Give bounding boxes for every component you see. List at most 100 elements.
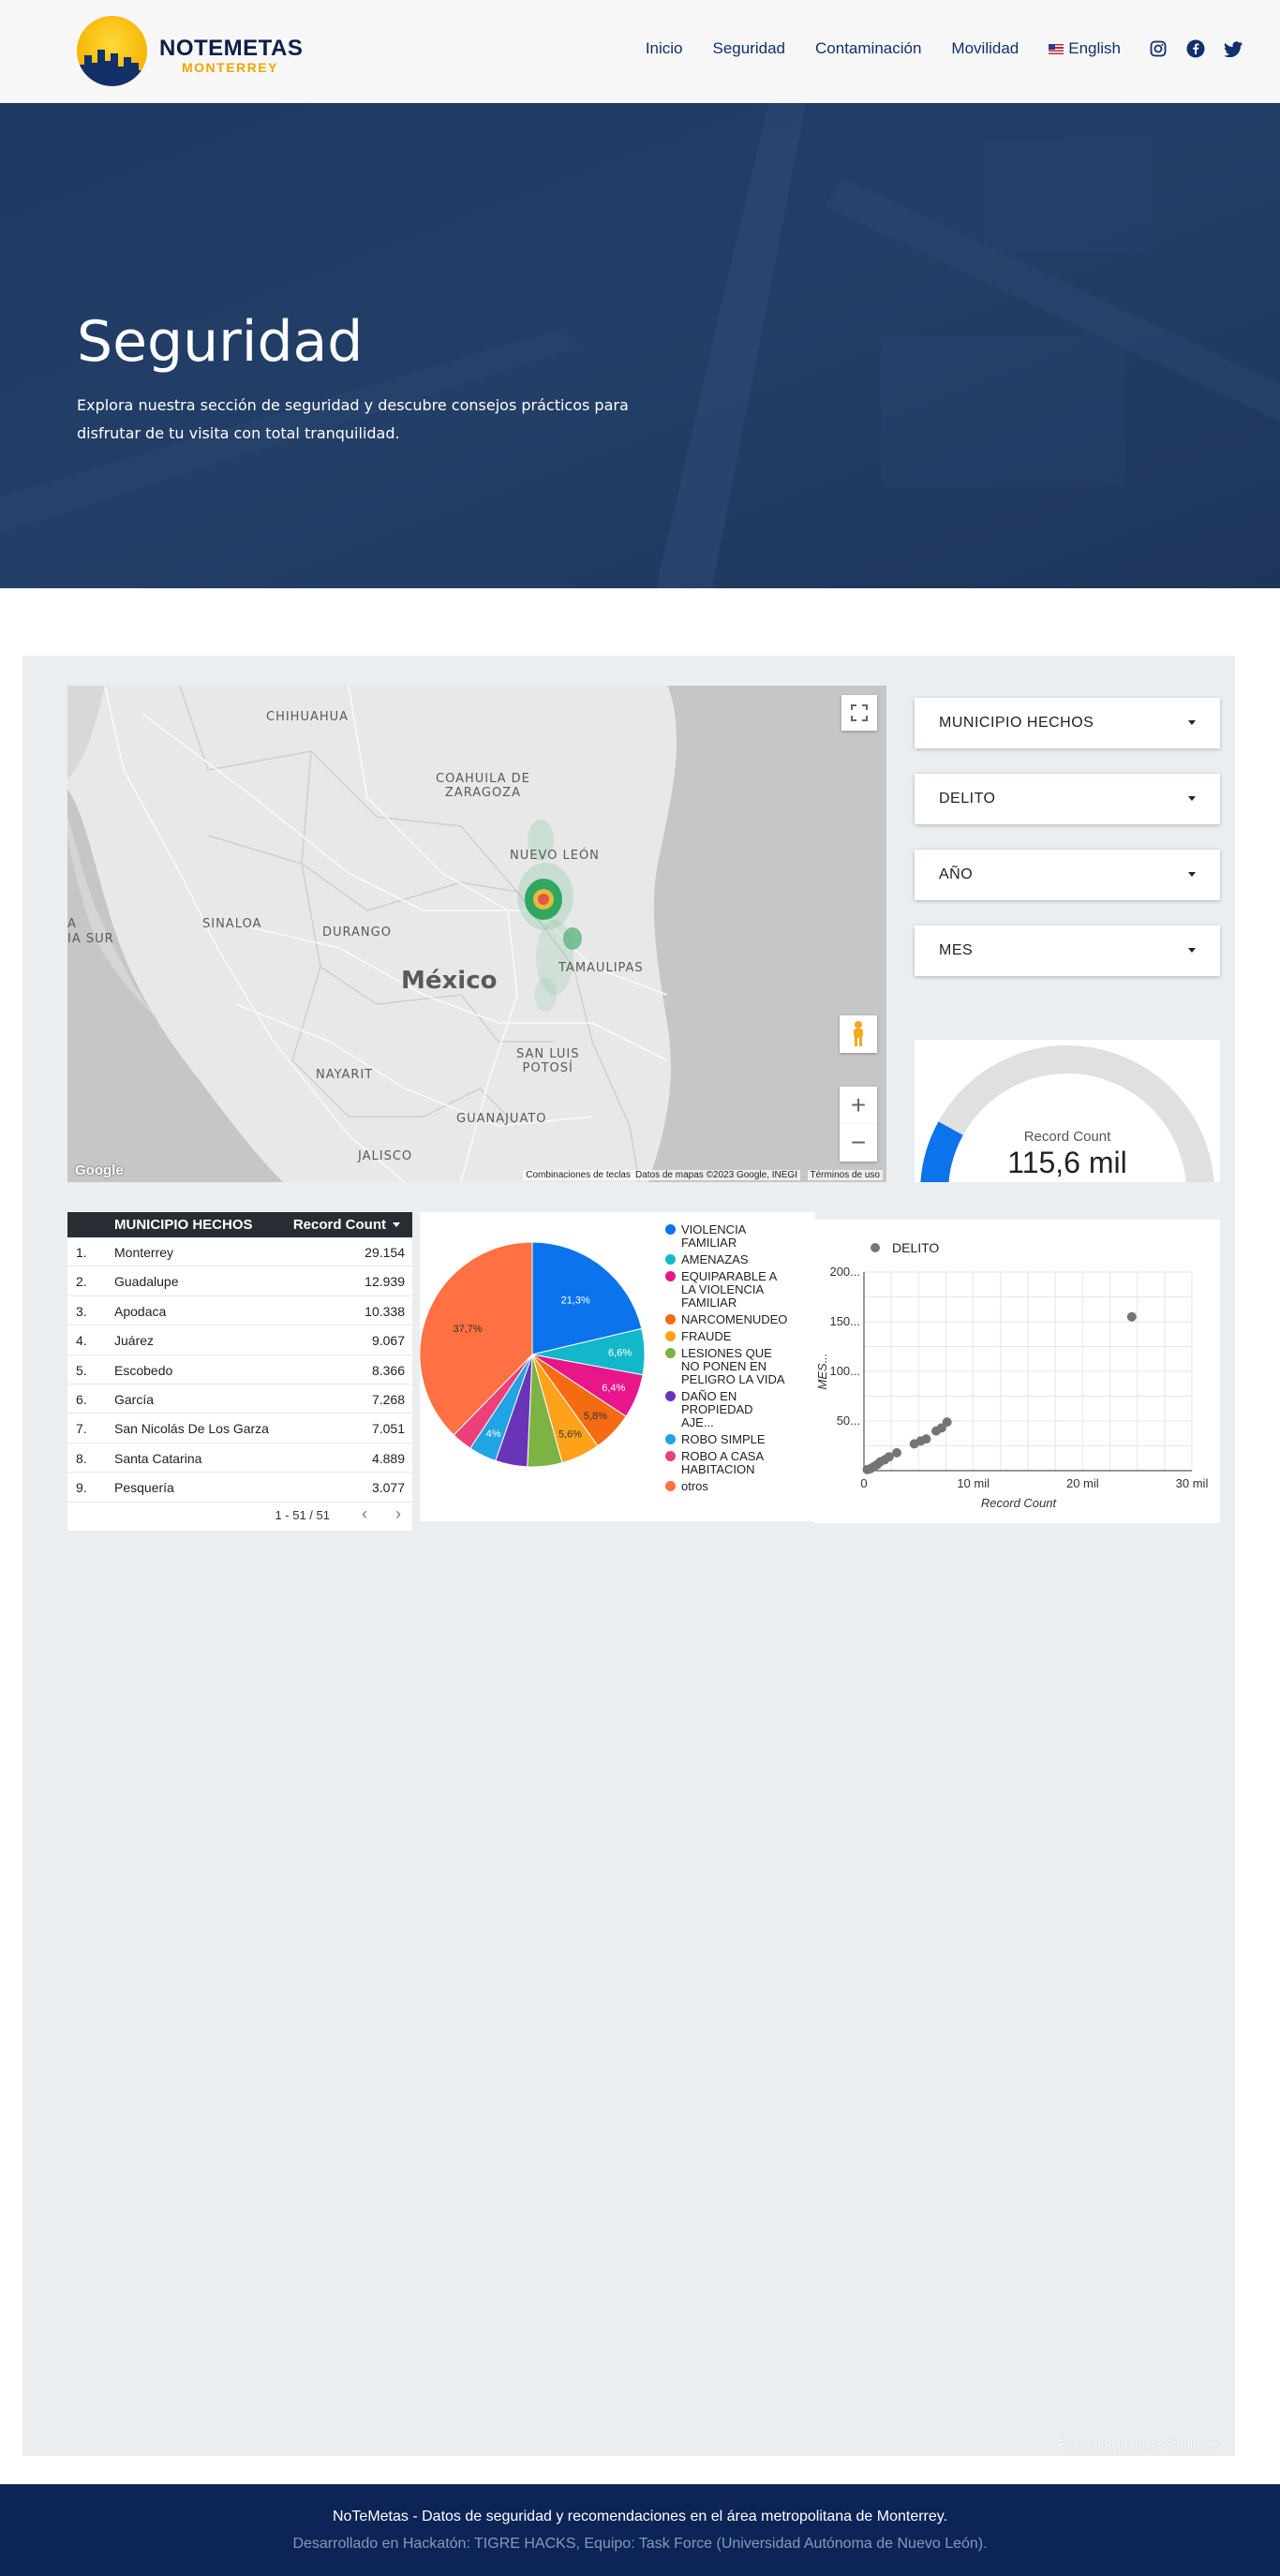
- row-record-count: 4.889: [371, 1450, 405, 1466]
- instagram-icon[interactable]: [1149, 39, 1168, 58]
- pie-slice-label: 6,6%: [608, 1348, 632, 1359]
- x-tick-label: 20 mil: [1066, 1476, 1099, 1490]
- scatter-point[interactable]: [1126, 1311, 1137, 1322]
- row-municipio: Escobedo: [114, 1362, 173, 1378]
- legend-label: VIOLENCIA FAMILIAR: [681, 1222, 746, 1250]
- social-links: [1149, 39, 1243, 58]
- next-page-icon[interactable]: ›: [395, 1504, 401, 1523]
- scatter-point[interactable]: [936, 1423, 946, 1433]
- looker-studio-link[interactable]: Looker Studio: [1124, 2437, 1200, 2451]
- terms-of-use-link[interactable]: Términos de uso: [807, 1170, 883, 1180]
- table-row[interactable]: 3. Apodaca 10.338: [67, 1296, 412, 1326]
- filter-municipio-hechos[interactable]: MUNICIPIO HECHOS: [915, 698, 1220, 748]
- sort-desc-icon[interactable]: [393, 1222, 400, 1227]
- legend-dot: [665, 1451, 676, 1461]
- nav-inicio[interactable]: Inicio: [645, 39, 683, 57]
- filter-label: MES: [939, 942, 974, 958]
- gauge-value: 115,6 mil: [1007, 1146, 1127, 1179]
- fullscreen-icon[interactable]: [841, 695, 877, 731]
- table-row[interactable]: 1. Monterrey 29.154: [67, 1237, 412, 1267]
- municipio-table: MUNICIPIO HECHOS Record Count 1. Monterre…: [67, 1212, 412, 1531]
- legend-item[interactable]: DAÑO EN PROPIEDAD AJE...: [665, 1390, 787, 1429]
- map-label-sinaloa: SINALOA: [202, 917, 262, 931]
- table-row[interactable]: 2. Guadalupe 12.939: [67, 1266, 412, 1296]
- scatter-point[interactable]: [884, 1452, 894, 1462]
- map-label-chihuahua: CHIHUAHUA: [266, 710, 350, 724]
- pagination-text: 1 - 51 / 51: [275, 1508, 330, 1522]
- legend-item[interactable]: AMENAZAS: [665, 1253, 787, 1266]
- column-header-record-count[interactable]: Record Count: [292, 1217, 386, 1233]
- y-tick-label: 200...: [829, 1265, 860, 1279]
- privacy-link[interactable]: Privacidad: [1057, 2437, 1115, 2451]
- row-municipio: Apodaca: [114, 1303, 167, 1319]
- hero-background-image: [0, 103, 1280, 588]
- legend-item[interactable]: NARCOMENUDEO: [665, 1313, 787, 1326]
- legend-item[interactable]: LESIONES QUE NO PONEN EN PELIGRO LA VIDA: [665, 1347, 787, 1386]
- language-switch[interactable]: English: [1049, 39, 1121, 58]
- gauge-label: Record Count: [1023, 1129, 1111, 1145]
- filter-anio[interactable]: AÑO: [915, 850, 1220, 900]
- row-number: 3.: [76, 1303, 87, 1319]
- zoom-in-button[interactable]: +: [840, 1087, 877, 1124]
- scatter-point[interactable]: [921, 1434, 931, 1444]
- filter-mes[interactable]: MES: [915, 925, 1220, 976]
- legend-item[interactable]: ROBO SIMPLE: [665, 1433, 787, 1446]
- legend-dot: [665, 1391, 676, 1401]
- pie-slice-label: 21,3%: [561, 1295, 590, 1307]
- pie-slice-label: 5,8%: [584, 1411, 607, 1422]
- record-count-gauge: Record Count 115,6 mil: [915, 1040, 1220, 1182]
- twitter-icon[interactable]: [1224, 39, 1243, 58]
- footer-credits: Desarrollado en Hackatón: TIGRE HACKS, E…: [292, 2536, 988, 2552]
- zoom-out-button[interactable]: −: [840, 1124, 877, 1162]
- nav-seguridad[interactable]: Seguridad: [712, 39, 786, 57]
- hero-title: Seguridad: [77, 309, 364, 375]
- street-view-pegman-icon[interactable]: [840, 1015, 877, 1053]
- nav-movilidad[interactable]: Movilidad: [951, 39, 1020, 57]
- scatter-point[interactable]: [892, 1447, 901, 1458]
- heatmap-map[interactable]: CHIHUAHUA COAHUILA DE ZARAGOZA NUEVO LEÓ…: [67, 686, 886, 1182]
- prev-page-icon[interactable]: ‹: [362, 1504, 367, 1523]
- pie-slice[interactable]: [531, 1241, 643, 1355]
- brand[interactable]: NOTEMETAS MONTERREY: [159, 37, 303, 76]
- nav-contaminacion[interactable]: Contaminación: [815, 39, 922, 57]
- table-row[interactable]: 5. Escobedo 8.366: [67, 1355, 412, 1384]
- row-municipio: Juárez: [114, 1333, 155, 1349]
- table-row[interactable]: 6. García 7.268: [67, 1384, 412, 1414]
- legend-item[interactable]: FRAUDE: [665, 1330, 787, 1343]
- table-body: 1. Monterrey 29.154 2. Guadalupe 12.939 3. Apod…: [67, 1237, 412, 1503]
- legend-dot: [665, 1314, 676, 1325]
- pie-slice[interactable]: [420, 1241, 533, 1436]
- keyboard-shortcuts-link[interactable]: Combinaciones de teclas: [523, 1170, 633, 1180]
- scatter-point[interactable]: [942, 1417, 952, 1428]
- google-logo: Google: [75, 1162, 124, 1178]
- table-row[interactable]: 9. Pesquería 3.077: [67, 1473, 412, 1503]
- scatter-legend-label[interactable]: DELITO: [892, 1240, 939, 1255]
- table-pagination: 1 - 51 / 51 ‹ ›: [67, 1499, 412, 1531]
- row-record-count: 9.067: [371, 1333, 405, 1349]
- table-row[interactable]: 8. Santa Catarina 4.889: [67, 1443, 412, 1473]
- language-label: English: [1068, 39, 1121, 57]
- legend-label: FRAUDE: [681, 1329, 732, 1343]
- x-axis-label: Record Count: [981, 1496, 1058, 1510]
- logo-icon[interactable]: [77, 16, 147, 86]
- legend-label: otros: [681, 1479, 708, 1493]
- legend-item[interactable]: VIOLENCIA FAMILIAR: [665, 1223, 787, 1250]
- facebook-icon[interactable]: [1186, 39, 1205, 58]
- pie-svg: 21,3% 6,6% 6,4% 5,8%5,6% 4% 37,7%: [420, 1241, 646, 1468]
- row-municipio: Pesquería: [114, 1480, 174, 1496]
- column-header-municipio[interactable]: MUNICIPIO HECHOS: [114, 1217, 253, 1233]
- legend-item[interactable]: ROBO A CASA HABITACION: [665, 1450, 787, 1476]
- main-nav: Inicio Seguridad Contaminación Movilidad…: [616, 39, 1243, 58]
- table-row[interactable]: 4. Juárez 9.067: [67, 1325, 412, 1355]
- map-data-attribution: Datos de mapas ©2023 Google, INEGI: [632, 1170, 800, 1180]
- row-municipio: Guadalupe: [114, 1274, 179, 1290]
- legend-dot: [665, 1481, 676, 1491]
- legend-item[interactable]: EQUIPARABLE A LA VIOLENCIA FAMILIAR: [665, 1270, 787, 1310]
- legend-dot: [665, 1224, 676, 1235]
- table-row[interactable]: 7. San Nicolás De Los Garza 7.051: [67, 1414, 412, 1443]
- filter-delito[interactable]: DELITO: [915, 774, 1220, 824]
- expand-icon[interactable]: ⛶: [1209, 2437, 1218, 2451]
- legend-item[interactable]: otros: [665, 1480, 787, 1493]
- map-label-mexico: México: [401, 967, 498, 995]
- legend-label: EQUIPARABLE A LA VIOLENCIA FAMILIAR: [681, 1269, 777, 1310]
